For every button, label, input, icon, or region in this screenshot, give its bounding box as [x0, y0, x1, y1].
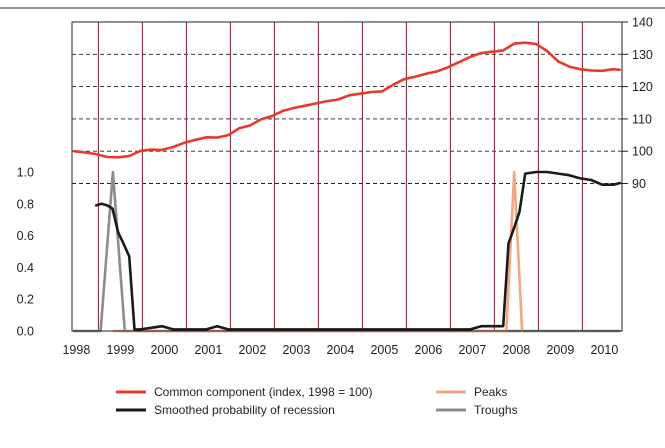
- x-tick-label-10: 2008: [502, 343, 530, 357]
- left-tick-label-1: 0.2: [17, 293, 34, 307]
- x-tick-label-5: 2003: [282, 343, 310, 357]
- right-tick-label-5: 140: [632, 16, 653, 30]
- x-tick-label-11: 2009: [546, 343, 574, 357]
- right-tick-label-2: 110: [632, 112, 652, 126]
- legend: Common component (index, 1998 = 100) Smoo…: [116, 385, 518, 417]
- x-tick-label-2: 2000: [150, 343, 178, 357]
- plot-frame: [71, 21, 623, 332]
- right-tick-label-3: 120: [632, 80, 653, 94]
- x-tick-label-0: 1998: [62, 343, 90, 357]
- legend-label-1: Smoothed probability of recession: [154, 403, 335, 417]
- right-tick-label-1: 100: [632, 145, 653, 159]
- left-tick-label-3: 0.6: [17, 229, 34, 243]
- x-axis: 1998 1999 2000 2001 2002 2003 2004 2005 2006 2007…: [62, 343, 618, 357]
- left-axis: 0.0 0.2 0.4 0.6 0.8 1.0: [17, 166, 34, 339]
- x-tick-label-4: 2002: [238, 343, 266, 357]
- series-line-1: [94, 170, 622, 331]
- left-tick-label-2: 0.4: [17, 261, 34, 275]
- x-tick-label-7: 2005: [370, 343, 398, 357]
- x-tick-label-8: 2006: [414, 343, 442, 357]
- right-axis: 90 100 110 120 130 140: [622, 16, 653, 191]
- x-tick-label-6: 2004: [326, 343, 354, 357]
- right-tick-label-4: 130: [632, 48, 653, 62]
- right-tick-label-0: 90: [632, 177, 646, 191]
- legend-label-3: Troughs: [474, 403, 518, 417]
- legend-label-0: Common component (index, 1998 = 100): [154, 385, 372, 399]
- left-tick-label-4: 0.8: [17, 197, 34, 211]
- legend-label-2: Peaks: [474, 385, 507, 399]
- x-tick-label-12: 2010: [590, 343, 618, 357]
- series-line-0: [72, 41, 622, 159]
- x-tick-label-1: 1999: [106, 343, 134, 357]
- left-tick-label-5: 1.0: [17, 166, 34, 180]
- x-tick-label-9: 2007: [458, 343, 486, 357]
- year-boundary-lines: [97, 22, 583, 331]
- left-tick-label-0: 0.0: [17, 325, 34, 339]
- x-tick-label-3: 2001: [194, 343, 222, 357]
